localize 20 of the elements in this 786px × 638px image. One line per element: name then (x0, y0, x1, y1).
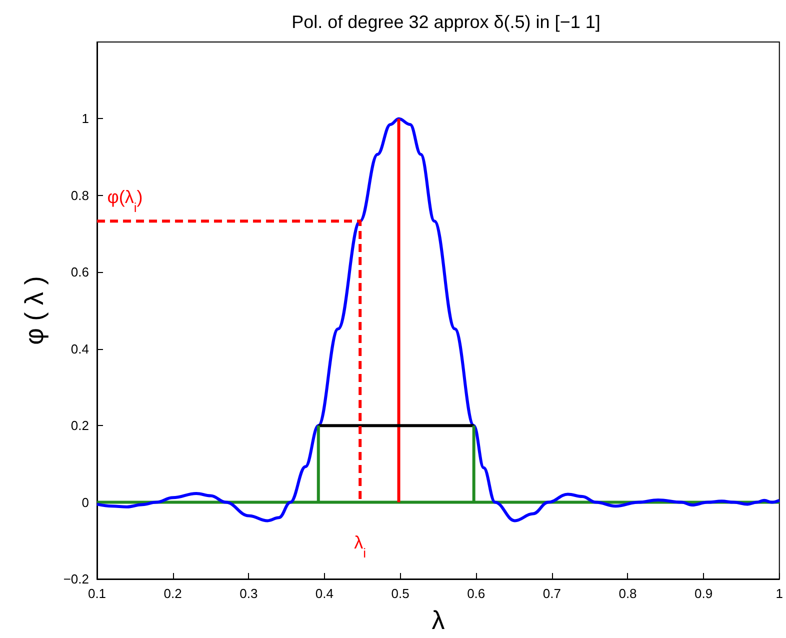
x-tick-label: 0.6 (467, 586, 486, 601)
x-tick-label: 1 (776, 586, 783, 601)
y-tick-label: 1 (82, 111, 89, 126)
x-tick-label: 0.7 (542, 586, 561, 601)
x-tick-label: 0.5 (391, 586, 410, 601)
x-tick-label: 0.8 (618, 586, 637, 601)
y-tick-label: 0 (82, 494, 89, 510)
x-tick-label: 0.3 (240, 586, 258, 601)
x-tick-label: 0.9 (694, 586, 713, 601)
x-axis-title: λ (432, 605, 445, 635)
y-tick-label: 0.8 (70, 188, 89, 203)
x-tick-label: 0.1 (88, 586, 106, 601)
y-axis-title: φ ( λ ) (19, 276, 49, 345)
y-tick-label: 0.4 (70, 341, 89, 356)
x-tick-label: 0.4 (315, 586, 334, 601)
x-tick-label: 0.2 (164, 586, 182, 601)
y-tick-label: −0.2 (63, 572, 89, 586)
y-tick-label: 0.6 (70, 264, 89, 280)
y-tick-label: 0.2 (70, 418, 89, 434)
chart-title: Pol. of degree 32 approx δ(.5) in [−1 1] (292, 12, 600, 32)
